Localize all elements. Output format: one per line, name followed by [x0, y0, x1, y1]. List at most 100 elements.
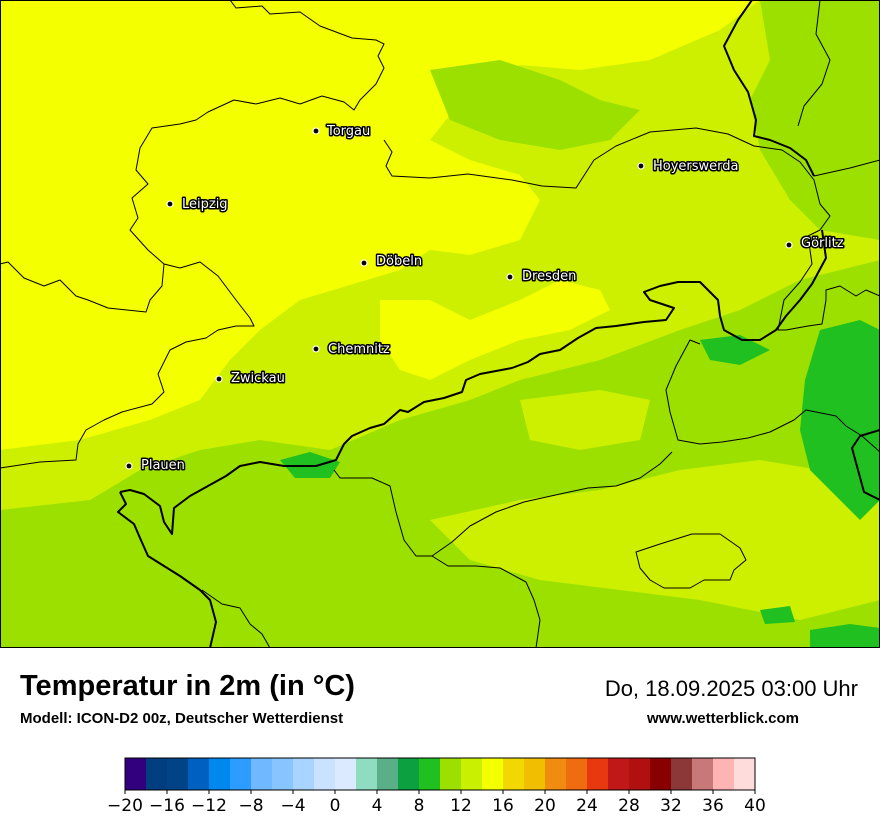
city-marker — [785, 241, 793, 249]
temperature-map: Torgau Hoyerswerda Leipzig Görlitz Döbel… — [0, 0, 880, 648]
city-label: Plauen — [141, 458, 185, 473]
city-zwickau: Zwickau — [215, 370, 286, 388]
city-label: Chemnitz — [328, 342, 390, 357]
city-marker — [637, 162, 645, 170]
city-label: Hoyerswerda — [653, 159, 739, 174]
city-marker — [506, 273, 514, 281]
legend-swatch — [230, 758, 252, 790]
city-marker — [215, 375, 223, 383]
legend-swatch — [335, 758, 357, 790]
legend-tick-label: 24 — [576, 796, 598, 816]
temperature-zone-16b — [380, 280, 610, 380]
city-torgau: Torgau — [312, 123, 372, 141]
legend-swatch — [545, 758, 567, 790]
legend-tick-label: 12 — [450, 796, 472, 816]
legend-tick-label: 36 — [702, 796, 724, 816]
temperature-zone-13 — [0, 300, 330, 510]
legend-tick-label: 4 — [372, 796, 383, 816]
temperature-zone-10d — [810, 624, 880, 648]
legend-tick-label: −16 — [149, 796, 185, 816]
legend-tick-label: −8 — [238, 796, 263, 816]
national-border — [851, 429, 880, 501]
border-line — [431, 555, 541, 648]
legend-swatch — [587, 758, 609, 790]
national-border — [117, 491, 217, 648]
legend-swatch — [440, 758, 462, 790]
legend-tick-label: −12 — [191, 796, 227, 816]
model-info: Modell: ICON-D2 00z, Deutscher Wetterdie… — [20, 710, 344, 727]
legend-swatch — [650, 758, 672, 790]
legend-swatch — [209, 758, 231, 790]
website-link[interactable]: www.wetterblick.com — [647, 710, 799, 727]
temperature-zone-13c — [520, 390, 650, 450]
temperature-zone-10b — [700, 335, 770, 365]
temperature-zone-10e — [760, 606, 795, 624]
legend-tick-label: −20 — [107, 796, 143, 816]
city-marker — [166, 200, 174, 208]
color-legend: −20 −16 −12 −8 −4 0 4 8 12 16 20 24 28 32 36 40 — [107, 757, 766, 816]
legend-swatch — [503, 758, 525, 790]
city-label: Torgau — [326, 124, 370, 139]
legend-swatch — [692, 758, 714, 790]
city-leipzig: Leipzig — [166, 196, 229, 214]
border-line — [333, 451, 673, 557]
legend-frame — [124, 757, 756, 791]
temperature-zone-16 — [0, 0, 880, 450]
national-border — [723, 0, 815, 177]
city-hoyerswerda: Hoyerswerda — [637, 158, 740, 176]
temperature-zone-12b — [750, 0, 880, 240]
city-chemnitz: Chemnitz — [312, 341, 391, 359]
forecast-datetime: Do, 18.09.2025 03:00 Uhr — [604, 676, 858, 701]
city-label: Döbeln — [376, 254, 422, 269]
legend-swatch — [461, 758, 483, 790]
border-line — [797, 0, 831, 127]
legend-swatch — [608, 758, 630, 790]
legend-swatch — [314, 758, 336, 790]
cities: Torgau Hoyerswerda Leipzig Görlitz Döbel… — [125, 123, 845, 475]
city-label: Görlitz — [801, 236, 844, 251]
legend-swatch — [146, 758, 168, 790]
legend-swatch — [419, 758, 441, 790]
city-label: Dresden — [522, 269, 576, 284]
legend-swatch — [629, 758, 651, 790]
city-label: Zwickau — [231, 371, 285, 386]
city-doebeln: Döbeln — [360, 253, 424, 271]
city-label: Leipzig — [182, 197, 228, 212]
border-line — [201, 589, 271, 648]
national-border — [119, 229, 827, 535]
legend-swatch — [713, 758, 735, 790]
legend-tick-label: 20 — [534, 796, 556, 816]
city-marker — [125, 462, 133, 470]
legend-swatch — [356, 758, 378, 790]
borders — [0, 0, 880, 648]
legend-swatch — [671, 758, 693, 790]
legend-swatch — [125, 758, 147, 790]
city-plauen: Plauen — [125, 457, 186, 475]
border-line — [665, 339, 880, 453]
legend-swatch — [734, 758, 756, 790]
legend-tick-label: 40 — [744, 796, 766, 816]
border-line — [383, 127, 880, 331]
city-goerlitz: Görlitz — [785, 235, 845, 253]
legend-swatch — [251, 758, 273, 790]
legend-tick-label: 16 — [492, 796, 514, 816]
legend-tick-label: −4 — [280, 796, 305, 816]
legend-tick-label: 28 — [618, 796, 640, 816]
border-line — [0, 261, 255, 469]
border-line — [813, 159, 880, 177]
city-marker — [312, 127, 320, 135]
legend-swatch — [524, 758, 546, 790]
city-marker — [360, 259, 368, 267]
legend-swatch — [398, 758, 420, 790]
legend-swatch — [377, 758, 399, 790]
legend-swatch — [482, 758, 504, 790]
temperature-zone-13b — [430, 460, 880, 620]
legend-ticks: −20 −16 −12 −8 −4 0 4 8 12 16 20 24 28 32 36 40 — [107, 790, 766, 816]
border-line — [635, 533, 747, 589]
legend-swatch — [167, 758, 189, 790]
border-line — [0, 0, 385, 313]
temperature-zone-12c — [430, 60, 640, 150]
legend-swatch — [188, 758, 210, 790]
legend-tick-label: 0 — [330, 796, 341, 816]
legend-swatch — [566, 758, 588, 790]
